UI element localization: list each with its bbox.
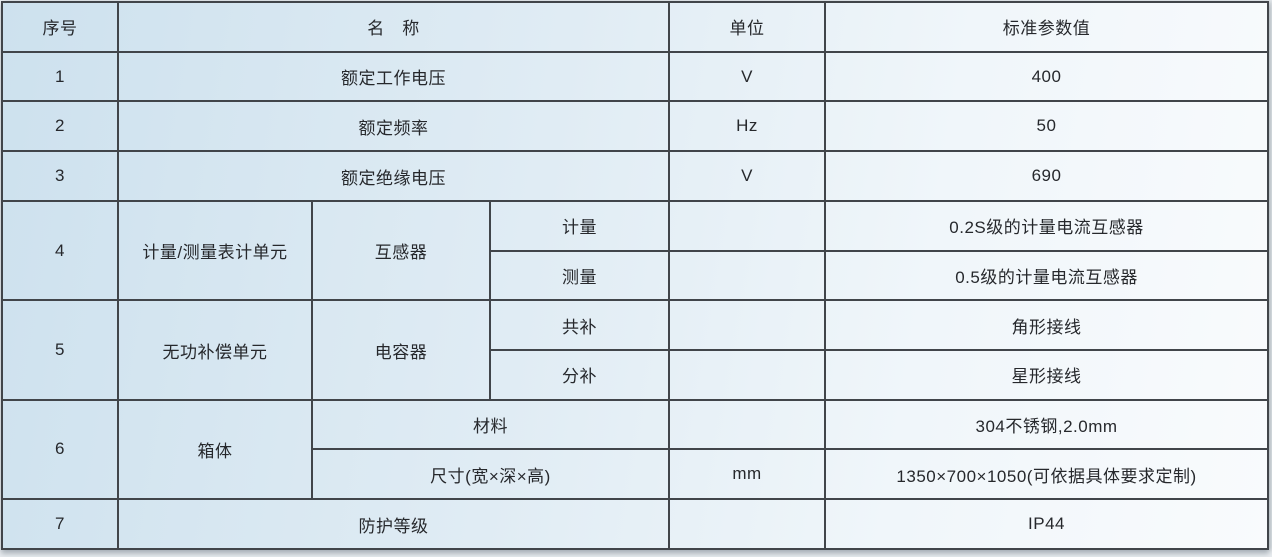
row5-serial: 5 — [1, 299, 119, 401]
header-std-value: 标准参数值 — [824, 1, 1270, 53]
row3-value: 690 — [824, 150, 1270, 202]
row4-sub1-value: 0.2S级的计量电流互感器 — [824, 199, 1270, 252]
row4-serial: 4 — [1, 199, 119, 302]
row5-group: 无功补偿单元 — [117, 299, 313, 401]
row7-unit — [668, 498, 827, 550]
table-row: 2 额定频率 Hz 50 — [1, 100, 1270, 153]
row6-sub2-unit: mm — [668, 448, 827, 501]
row4-sub2-unit — [668, 249, 827, 302]
table-row: 分补 星形接线 — [2, 349, 1270, 401]
row1-unit: V — [668, 50, 827, 103]
row1-value: 400 — [824, 50, 1270, 103]
table-row: 4 计量/测量表计单元 互感器 计量 0.2S级的计量电流互感器 — [1, 199, 1270, 302]
row2-unit: Hz — [668, 100, 827, 153]
header-unit: 单位 — [668, 1, 827, 53]
row6-serial: 6 — [1, 398, 119, 501]
row3-unit: V — [668, 150, 827, 202]
row4-group: 计量/测量表计单元 — [117, 199, 313, 302]
table-row: 1 额定工作电压 V 400 — [1, 50, 1270, 103]
row4-sub2-value: 0.5级的计量电流互感器 — [824, 249, 1270, 302]
table-row: 3 额定绝缘电压 V 690 — [1, 150, 1270, 202]
table-row: 6 箱体 材料 304不锈钢,2.0mm — [1, 398, 1270, 501]
row2-serial: 2 — [1, 100, 119, 153]
row5-sub1-label: 共补 — [488, 299, 671, 352]
row5-sub2-value: 星形接线 — [824, 349, 1270, 401]
table-row: 测量 0.5级的计量电流互感器 — [2, 249, 1270, 302]
table-row: 5 无功补偿单元 电容器 共补 角形接线 — [1, 299, 1270, 401]
row7-value: IP44 — [824, 498, 1270, 550]
header-serial: 序号 — [1, 1, 119, 53]
row5-device: 电容器 — [311, 299, 491, 401]
row4-sub2-label: 测量 — [488, 249, 671, 302]
row7-name: 防护等级 — [116, 498, 671, 550]
row5-sub2-label: 分补 — [488, 349, 671, 401]
row5-sub2-unit — [668, 349, 827, 401]
header-row: 序号 名 称 单位 标准参数值 — [1, 1, 1270, 53]
row5-sub1-value: 角形接线 — [824, 299, 1270, 352]
row6-sub2-value: 1350×700×1050(可依据具体要求定制) — [824, 448, 1270, 501]
row4-sub1-label: 计量 — [488, 199, 671, 252]
row6-sub2-label: 尺寸(宽×深×高) — [310, 448, 671, 501]
row7-serial: 7 — [1, 498, 119, 550]
table-row: 尺寸(宽×深×高) mm 1350×700×1050(可依据具体要求定制) — [2, 448, 1270, 501]
row6-sub1-unit — [668, 398, 827, 451]
row3-name: 额定绝缘电压 — [116, 150, 671, 202]
row6-group: 箱体 — [117, 398, 313, 501]
row3-serial: 3 — [1, 150, 119, 202]
row5-sub1-unit — [668, 299, 827, 352]
table-row: 7 防护等级 IP44 — [1, 498, 1270, 550]
row1-name: 额定工作电压 — [116, 50, 671, 103]
row1-serial: 1 — [1, 50, 119, 103]
row4-sub1-unit — [668, 199, 827, 252]
row2-name: 额定频率 — [116, 100, 671, 153]
row4-device: 互感器 — [311, 199, 491, 302]
row6-sub1-value: 304不锈钢,2.0mm — [824, 398, 1270, 451]
row2-value: 50 — [824, 100, 1270, 153]
row6-sub1-label: 材料 — [310, 398, 671, 451]
header-name: 名 称 — [116, 1, 671, 53]
